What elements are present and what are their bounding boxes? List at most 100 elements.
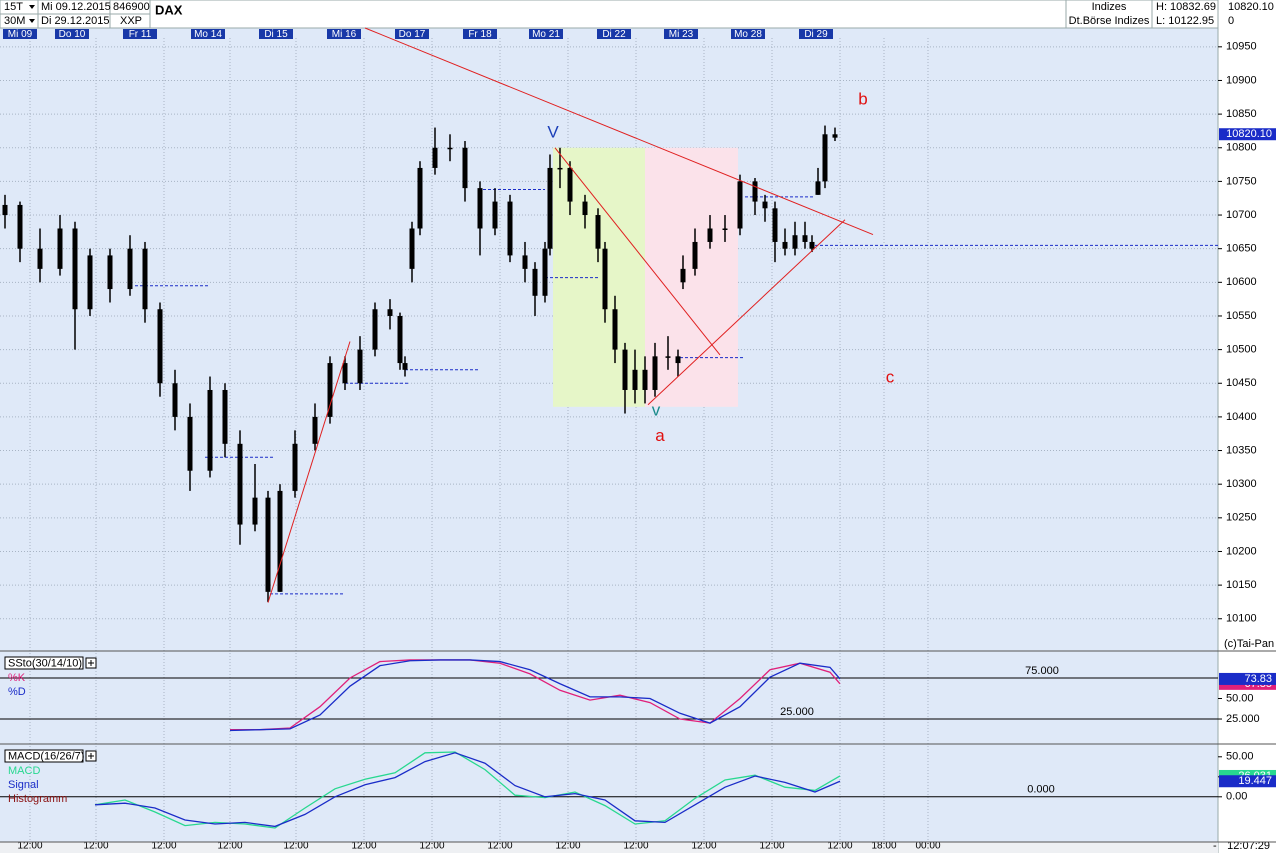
candle-body — [547, 167, 553, 249]
zone — [645, 147, 738, 407]
candle-body — [237, 443, 243, 525]
chart-layer: 12:00 12:00 12:00 12:00 12:00 12:00 12:00 12:00… — [0, 27, 1276, 852]
day-label: Di 22 — [602, 29, 626, 40]
trend-line — [554, 147, 721, 356]
interval[interactable]: 15T — [4, 1, 23, 13]
y-tick-label: 10900 — [1226, 74, 1257, 86]
candle-body — [542, 248, 548, 296]
day-tab — [123, 29, 157, 39]
x-tick-label: 12:00 — [487, 841, 512, 852]
x-tick-label: 12:00 — [217, 841, 242, 852]
candle-body — [772, 208, 778, 242]
group: Indizes — [1092, 1, 1127, 13]
candle-body — [707, 228, 713, 242]
candle-body — [447, 147, 453, 150]
day-label: Mo 28 — [734, 29, 762, 40]
wave-label: b — [858, 89, 867, 108]
day-tab — [3, 29, 37, 39]
indicator-title: SSto(30/14/10) — [8, 657, 82, 669]
candle-body — [665, 356, 671, 358]
value-badge-label: 73.83 — [1244, 673, 1272, 685]
day-label: Do 17 — [399, 29, 426, 40]
x-tick-label: 12:00 — [555, 841, 580, 852]
candle-body — [72, 228, 78, 310]
wave-label: v — [652, 400, 661, 419]
y-tick-label: 10450 — [1226, 377, 1257, 389]
candle-body — [680, 268, 686, 283]
header-bar — [0, 0, 1219, 29]
interval[interactable]: 30M — [4, 15, 25, 27]
value-badge — [1219, 775, 1276, 788]
indicator-title: MACD(16/26/7) — [8, 750, 84, 762]
value-badge-label: 19.447 — [1238, 775, 1272, 787]
legend-label: Histogramm — [8, 793, 67, 805]
x-tick-label: 12:00 — [83, 841, 108, 852]
expand-icon[interactable] — [88, 753, 94, 759]
day-label: Do 10 — [59, 29, 86, 40]
candle-body — [632, 369, 638, 390]
y-tick-label: 10850 — [1226, 108, 1257, 120]
candle-body — [397, 315, 403, 364]
y-tick-label: 10550 — [1226, 310, 1257, 322]
y-tick-label: 10400 — [1226, 411, 1257, 423]
day-label: Di 15 — [264, 29, 288, 40]
y-tick-label: 10600 — [1226, 276, 1257, 288]
y-tick-label: 10500 — [1226, 344, 1257, 356]
candle-body — [312, 416, 318, 444]
change: 0 — [1228, 15, 1234, 27]
expand-icon[interactable] — [88, 660, 94, 666]
x-tick-label: 12:00 — [759, 841, 784, 852]
candle-body — [832, 134, 838, 138]
candle-body — [809, 241, 815, 249]
candle-body — [752, 181, 758, 202]
price-badge — [1219, 128, 1276, 141]
candle-body — [782, 241, 788, 249]
x-tick-label: 12:00 — [283, 841, 308, 852]
y-tick-label: 50.00 — [1226, 751, 1254, 763]
candle-body — [417, 167, 423, 229]
candle-body — [622, 349, 628, 390]
reference-label: 25.000 — [780, 706, 814, 718]
day-label: Mi 23 — [669, 29, 694, 40]
legend-label: Signal — [8, 779, 39, 791]
candle-body — [37, 248, 43, 269]
indicator-line — [94, 752, 841, 828]
y-tick-label: 10350 — [1226, 444, 1257, 456]
exchange: XXP — [120, 15, 142, 27]
candle-body — [492, 201, 498, 229]
y-tick-label: 10200 — [1226, 545, 1257, 557]
candle-body — [522, 255, 528, 269]
reference-label: 0.000 — [1027, 784, 1055, 796]
candle-body — [532, 268, 538, 296]
candle-body — [107, 255, 113, 290]
candle-body — [402, 363, 408, 370]
trend-line — [364, 27, 874, 236]
candle-body — [142, 248, 148, 310]
legend-label: %K — [8, 672, 26, 684]
candle-body — [582, 201, 588, 216]
candle-body — [675, 356, 681, 364]
day-tab — [597, 29, 631, 39]
x-tick-label: 00:00 — [915, 841, 940, 852]
candle-body — [567, 167, 573, 202]
x-tick-label: 18:00 — [871, 841, 896, 852]
legend-label: MACD — [8, 765, 40, 777]
y-tick-label: 10950 — [1226, 41, 1257, 53]
wave-label: a — [655, 426, 665, 445]
candle-body — [692, 241, 698, 269]
y-tick-label: 0.00 — [1226, 791, 1247, 803]
dropdown-arrow[interactable] — [29, 5, 35, 23]
candle-body — [187, 416, 193, 471]
y-tick-label: 10800 — [1226, 142, 1257, 154]
legend-label: %D — [8, 686, 26, 698]
x-tick-label: 12:00 — [623, 841, 648, 852]
clock: 12:07:29 — [1227, 840, 1270, 852]
candle-body — [252, 497, 258, 525]
day-label: Mi 09 — [8, 29, 33, 40]
day-label: Di 29 — [804, 29, 828, 40]
candle-body — [477, 188, 483, 229]
x-tick-label: 12:00 — [151, 841, 176, 852]
date-to: Di 29.12.2015 — [41, 15, 110, 27]
value-badge — [1219, 672, 1276, 685]
